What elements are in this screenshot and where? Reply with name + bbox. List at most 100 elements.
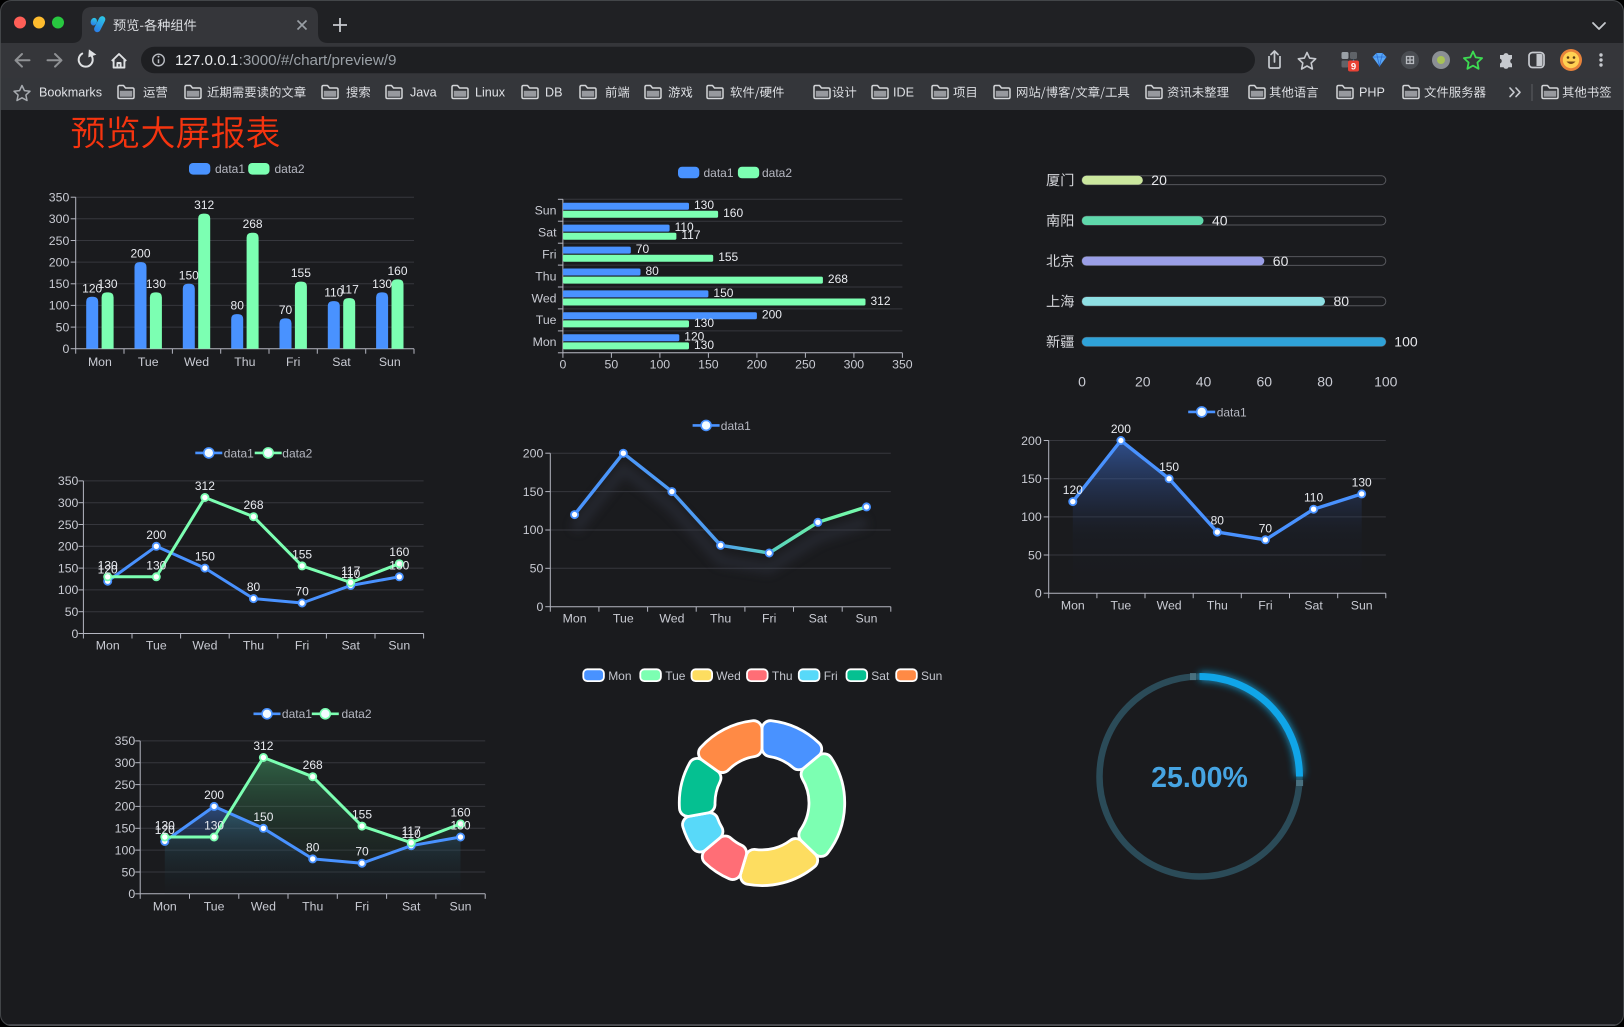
svg-text:Mon: Mon <box>563 611 587 625</box>
svg-text:160: 160 <box>450 805 470 819</box>
svg-text:20: 20 <box>1151 172 1167 188</box>
svg-text:Mon: Mon <box>153 899 177 913</box>
svg-text:Fri: Fri <box>762 611 776 625</box>
svg-text:200: 200 <box>115 800 136 814</box>
svg-text:117: 117 <box>341 564 360 578</box>
svg-text:70: 70 <box>355 845 369 859</box>
svg-text:250: 250 <box>115 778 136 792</box>
svg-text:100: 100 <box>58 583 79 597</box>
svg-text:data2: data2 <box>762 166 792 180</box>
svg-text:268: 268 <box>828 272 848 286</box>
svg-text:130: 130 <box>204 819 224 833</box>
svg-text:Sat: Sat <box>402 899 421 913</box>
svg-text:120: 120 <box>98 563 118 577</box>
svg-text:Wed: Wed <box>531 291 556 305</box>
svg-text:Sun: Sun <box>450 899 472 913</box>
svg-text:312: 312 <box>871 294 891 308</box>
svg-text:50: 50 <box>65 605 79 619</box>
svg-text:150: 150 <box>698 357 719 371</box>
svg-text:155: 155 <box>718 250 738 264</box>
svg-text:data2: data2 <box>275 162 305 176</box>
svg-text:150: 150 <box>1159 460 1179 474</box>
svg-text:200: 200 <box>146 528 166 542</box>
svg-text:Thu: Thu <box>302 899 323 913</box>
svg-text:Mon: Mon <box>1061 599 1085 613</box>
svg-text:155: 155 <box>291 266 311 280</box>
svg-text:150: 150 <box>49 277 70 291</box>
svg-text:130: 130 <box>372 277 392 291</box>
svg-text:Mon: Mon <box>88 355 112 369</box>
svg-text:Tue: Tue <box>1111 599 1132 613</box>
svg-text:350: 350 <box>115 734 136 748</box>
svg-text:100: 100 <box>49 299 70 313</box>
svg-text:160: 160 <box>723 206 743 220</box>
svg-text:Tue: Tue <box>665 669 686 683</box>
svg-text:200: 200 <box>1021 434 1042 448</box>
svg-text:Sun: Sun <box>856 611 878 625</box>
svg-text:0: 0 <box>1078 374 1086 390</box>
svg-text:Sun: Sun <box>535 204 557 218</box>
svg-text:0: 0 <box>72 627 79 641</box>
svg-text:70: 70 <box>279 303 293 317</box>
svg-text:Sun: Sun <box>921 669 942 683</box>
svg-text:Wed: Wed <box>184 355 209 369</box>
svg-text:Sat: Sat <box>871 669 890 683</box>
svg-text:250: 250 <box>49 234 70 248</box>
svg-text:Linux: Linux <box>475 86 506 100</box>
svg-text:200: 200 <box>130 247 150 261</box>
svg-text:120: 120 <box>684 330 704 344</box>
svg-text:200: 200 <box>747 357 768 371</box>
svg-text:Tue: Tue <box>138 355 159 369</box>
svg-text:150: 150 <box>58 561 79 575</box>
svg-text:Sat: Sat <box>538 226 557 240</box>
svg-text:100: 100 <box>650 357 671 371</box>
svg-text:Wed: Wed <box>1157 599 1182 613</box>
svg-text:350: 350 <box>49 191 70 205</box>
svg-text:50: 50 <box>605 357 619 371</box>
svg-text:130: 130 <box>98 558 118 572</box>
svg-text:268: 268 <box>303 758 323 772</box>
svg-text:Bookmarks: Bookmarks <box>39 86 102 100</box>
svg-text:268: 268 <box>243 217 263 231</box>
svg-text:Mon: Mon <box>608 669 631 683</box>
svg-text:data1: data1 <box>1217 405 1247 419</box>
svg-text:200: 200 <box>1111 422 1131 436</box>
svg-text:160: 160 <box>387 264 407 278</box>
svg-text:120: 120 <box>155 823 175 837</box>
svg-text:9: 9 <box>1351 61 1356 72</box>
svg-text:50: 50 <box>56 320 70 334</box>
svg-text:150: 150 <box>195 550 215 564</box>
svg-text:data2: data2 <box>342 707 372 721</box>
svg-text:150: 150 <box>179 268 199 282</box>
svg-text:130: 130 <box>694 316 714 330</box>
svg-text:Sun: Sun <box>379 355 401 369</box>
svg-text:150: 150 <box>523 485 544 499</box>
svg-text:Tue: Tue <box>536 313 557 327</box>
svg-text:Sat: Sat <box>341 638 360 652</box>
svg-text:130: 130 <box>146 558 166 572</box>
svg-text:Thu: Thu <box>710 611 731 625</box>
svg-text:Thu: Thu <box>1207 599 1228 613</box>
svg-text:Sun: Sun <box>1351 599 1373 613</box>
svg-text:200: 200 <box>204 788 224 802</box>
svg-text:20: 20 <box>1135 374 1151 390</box>
svg-text:Mon: Mon <box>533 335 557 349</box>
svg-text:200: 200 <box>58 540 79 554</box>
svg-text:127.0.0.1: 127.0.0.1 <box>175 52 238 69</box>
svg-text:110: 110 <box>675 220 694 234</box>
svg-text:268: 268 <box>243 498 263 512</box>
svg-text:155: 155 <box>352 808 372 822</box>
svg-text:300: 300 <box>844 357 865 371</box>
svg-text:Sat: Sat <box>332 355 351 369</box>
svg-text:120: 120 <box>82 281 102 295</box>
svg-text:80: 80 <box>646 264 660 278</box>
svg-text:100: 100 <box>1374 374 1398 390</box>
svg-text:Tue: Tue <box>204 899 225 913</box>
svg-text:DB: DB <box>545 86 563 100</box>
svg-text:200: 200 <box>49 255 70 269</box>
svg-text:110: 110 <box>402 827 421 841</box>
svg-text:50: 50 <box>530 562 544 576</box>
svg-text:0: 0 <box>62 342 69 356</box>
svg-text:Sat: Sat <box>1304 599 1323 613</box>
svg-text:100: 100 <box>1021 510 1042 524</box>
